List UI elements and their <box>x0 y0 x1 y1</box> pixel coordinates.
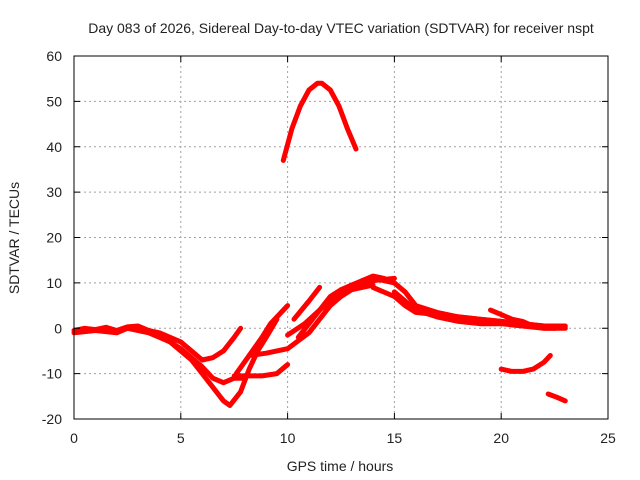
series-arc-17 <box>545 391 568 404</box>
x-tick-label: 25 <box>600 430 616 446</box>
x-tick-label: 5 <box>177 430 185 446</box>
x-axis-label: GPS time / hours <box>287 458 394 474</box>
y-tick-label: 20 <box>46 230 62 246</box>
series-arc-16 <box>498 353 553 374</box>
series-arc-10 <box>291 284 323 322</box>
x-tick-label: 15 <box>387 430 403 446</box>
x-tick-label: 20 <box>493 430 509 446</box>
series-arc-15 <box>488 307 558 331</box>
x-tick-label: 0 <box>70 430 78 446</box>
series-arc-4 <box>227 316 280 408</box>
y-tick-label: 10 <box>46 275 62 291</box>
y-tick-label: 40 <box>46 139 62 155</box>
data-series <box>71 80 568 408</box>
y-tick-label: 50 <box>46 93 62 109</box>
series-arc-5 <box>233 303 291 377</box>
y-tick-label: 60 <box>46 48 62 64</box>
axis-ticks: 0 5 10 15 20 25 -20 -10 0 10 20 30 40 50 60 <box>42 48 616 446</box>
series-arc-6 <box>231 362 291 379</box>
series-arc-11 <box>280 80 359 163</box>
y-axis-label: SDTVAR / TECUs <box>6 182 22 294</box>
y-tick-label: 0 <box>54 320 62 336</box>
y-tick-label: -10 <box>42 366 62 382</box>
y-tick-label: -20 <box>42 411 62 427</box>
y-tick-label: 30 <box>46 184 62 200</box>
series-arc-3 <box>135 325 244 363</box>
series-arc-2 <box>71 325 248 386</box>
x-tick-label: 10 <box>280 430 296 446</box>
chart-title: Day 083 of 2026, Sidereal Day-to-day VTE… <box>88 20 594 36</box>
